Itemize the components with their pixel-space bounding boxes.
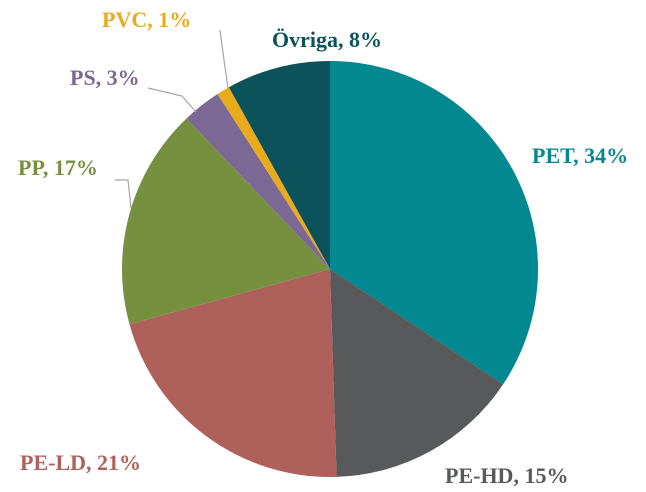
data-label: PS, 3% — [70, 65, 140, 90]
pie-slice — [217, 87, 330, 270]
pie-slice — [330, 61, 538, 385]
data-label: PET, 34% — [532, 143, 628, 168]
data-label: PP, 17% — [18, 155, 98, 180]
pie-slice — [330, 269, 504, 477]
leader-line — [219, 29, 229, 89]
pie-slice — [228, 61, 330, 269]
data-label: PE-LD, 21% — [20, 450, 141, 475]
leader-line — [147, 87, 197, 113]
pie-slice — [186, 94, 330, 270]
data-label: PVC, 1% — [102, 7, 191, 32]
leader-line — [115, 179, 132, 209]
data-label: PE-HD, 15% — [445, 463, 568, 488]
pie-slice — [121, 118, 330, 325]
data-label: Övriga, 8% — [272, 27, 382, 52]
pie-slice — [129, 269, 337, 478]
